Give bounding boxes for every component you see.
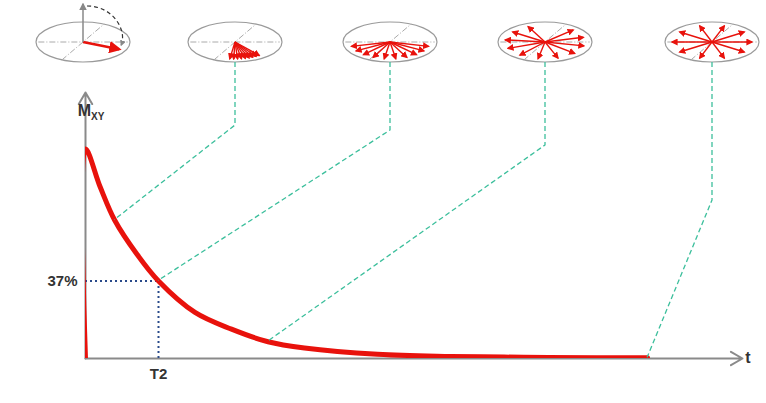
svg-text:37%: 37%: [47, 272, 77, 289]
svg-text:t: t: [745, 349, 751, 366]
svg-text:T2: T2: [150, 365, 168, 382]
svg-text:MXY: MXY: [78, 102, 105, 122]
